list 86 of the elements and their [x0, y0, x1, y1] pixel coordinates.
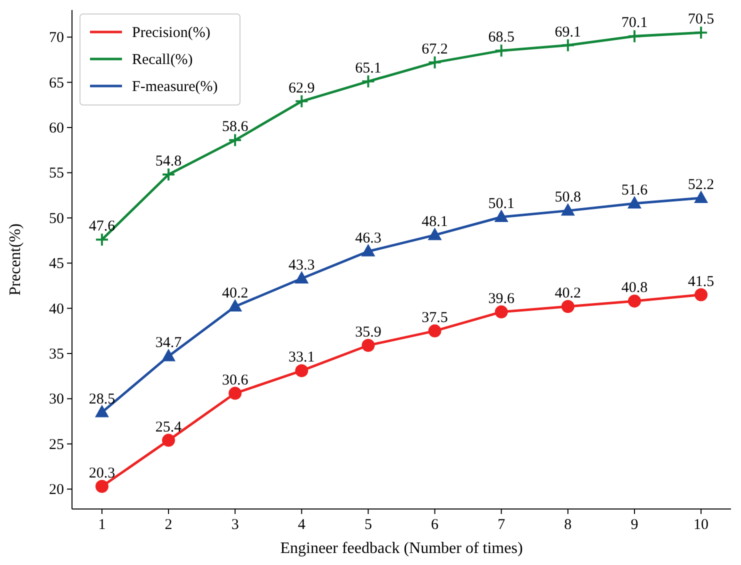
point: [95, 480, 108, 493]
point: [361, 244, 376, 256]
x-tick-label: 10: [694, 517, 709, 533]
point: [627, 196, 642, 208]
legend-label: Recall(%): [132, 52, 193, 68]
point: [694, 26, 708, 40]
point: [494, 305, 508, 318]
x-tick-label: 3: [231, 517, 239, 533]
point: [162, 168, 176, 182]
x-tick-label: 4: [298, 517, 306, 533]
y-tick-label: 60: [49, 120, 64, 137]
point: [560, 38, 575, 52]
data-label: 70.1: [621, 15, 648, 32]
data-label: 48.1: [422, 214, 448, 230]
data-label: 65.1: [355, 60, 382, 76]
point: [228, 299, 242, 312]
point: [428, 324, 442, 338]
point: [361, 74, 376, 88]
data-label: 50.8: [554, 190, 582, 206]
data-label: 62.9: [288, 80, 315, 96]
data-label: 52.2: [688, 177, 714, 194]
y-tick-label: 70: [49, 30, 64, 46]
data-label: 58.6: [222, 119, 249, 136]
data-label: 43.3: [288, 257, 315, 274]
point: [627, 29, 642, 44]
y-tick-label: 55: [49, 166, 64, 182]
y-tick-label: 45: [49, 256, 64, 272]
data-label: 54.8: [155, 154, 182, 170]
point: [628, 294, 641, 308]
x-tick-label: 1: [98, 517, 106, 533]
point: [560, 203, 575, 216]
y-tick-label: 40: [49, 301, 64, 318]
data-label: 20.3: [88, 465, 116, 482]
data-label: 70.5: [688, 12, 714, 28]
data-label: 69.1: [554, 24, 582, 40]
y-tick-label: 35: [49, 346, 64, 363]
data-label: 40.8: [621, 280, 648, 296]
point: [162, 348, 176, 362]
data-label: 40.2: [554, 286, 582, 302]
data-label: 50.1: [488, 196, 514, 212]
data-label: 39.6: [488, 290, 515, 307]
y-tick-label: 30: [49, 392, 64, 408]
y-tick-label: 65: [49, 75, 64, 92]
point: [228, 386, 242, 400]
data-label: 68.5: [488, 30, 514, 46]
point: [561, 300, 574, 314]
y-tick-label: 25: [49, 436, 64, 453]
x-tick-label: 5: [364, 517, 372, 533]
point: [294, 270, 309, 284]
point: [694, 288, 708, 302]
point: [94, 404, 109, 418]
point: [694, 190, 708, 204]
data-label: 46.3: [355, 230, 382, 246]
point: [494, 210, 508, 222]
data-label: 35.9: [355, 324, 382, 340]
point: [294, 94, 309, 108]
point: [162, 434, 176, 447]
point: [494, 44, 508, 58]
data-label: 47.6: [88, 218, 116, 235]
point: [228, 133, 242, 148]
point: [94, 232, 109, 247]
x-tick-label: 8: [564, 517, 572, 533]
y-tick-label: 50: [49, 210, 64, 227]
data-label: 30.6: [222, 372, 249, 388]
data-label: 28.5: [88, 391, 116, 408]
data-label: 34.7: [155, 335, 182, 352]
point: [428, 55, 442, 70]
data-label: 67.2: [422, 41, 448, 58]
point: [428, 228, 442, 240]
data-label: 40.2: [222, 286, 248, 302]
data-label: 41.5: [688, 274, 714, 290]
x-tick-label: 7: [498, 517, 506, 533]
point: [362, 338, 375, 352]
data-label: 25.4: [155, 419, 182, 436]
point: [295, 364, 308, 378]
x-tick-label: 6: [431, 517, 440, 533]
legend-label: Precision(%): [132, 25, 210, 41]
data-label: 33.1: [288, 350, 315, 366]
y-tick-label: 20: [49, 482, 64, 498]
data-label: 51.6: [621, 182, 648, 198]
x-axis-title: Engineer feedback (Number of times): [280, 540, 523, 557]
data-label: 37.5: [422, 310, 448, 326]
legend-label: F-measure(%): [132, 79, 218, 95]
y-axis-title: Precent(%): [7, 224, 24, 296]
x-tick-label: 2: [164, 517, 172, 533]
x-tick-label: 9: [630, 517, 638, 533]
